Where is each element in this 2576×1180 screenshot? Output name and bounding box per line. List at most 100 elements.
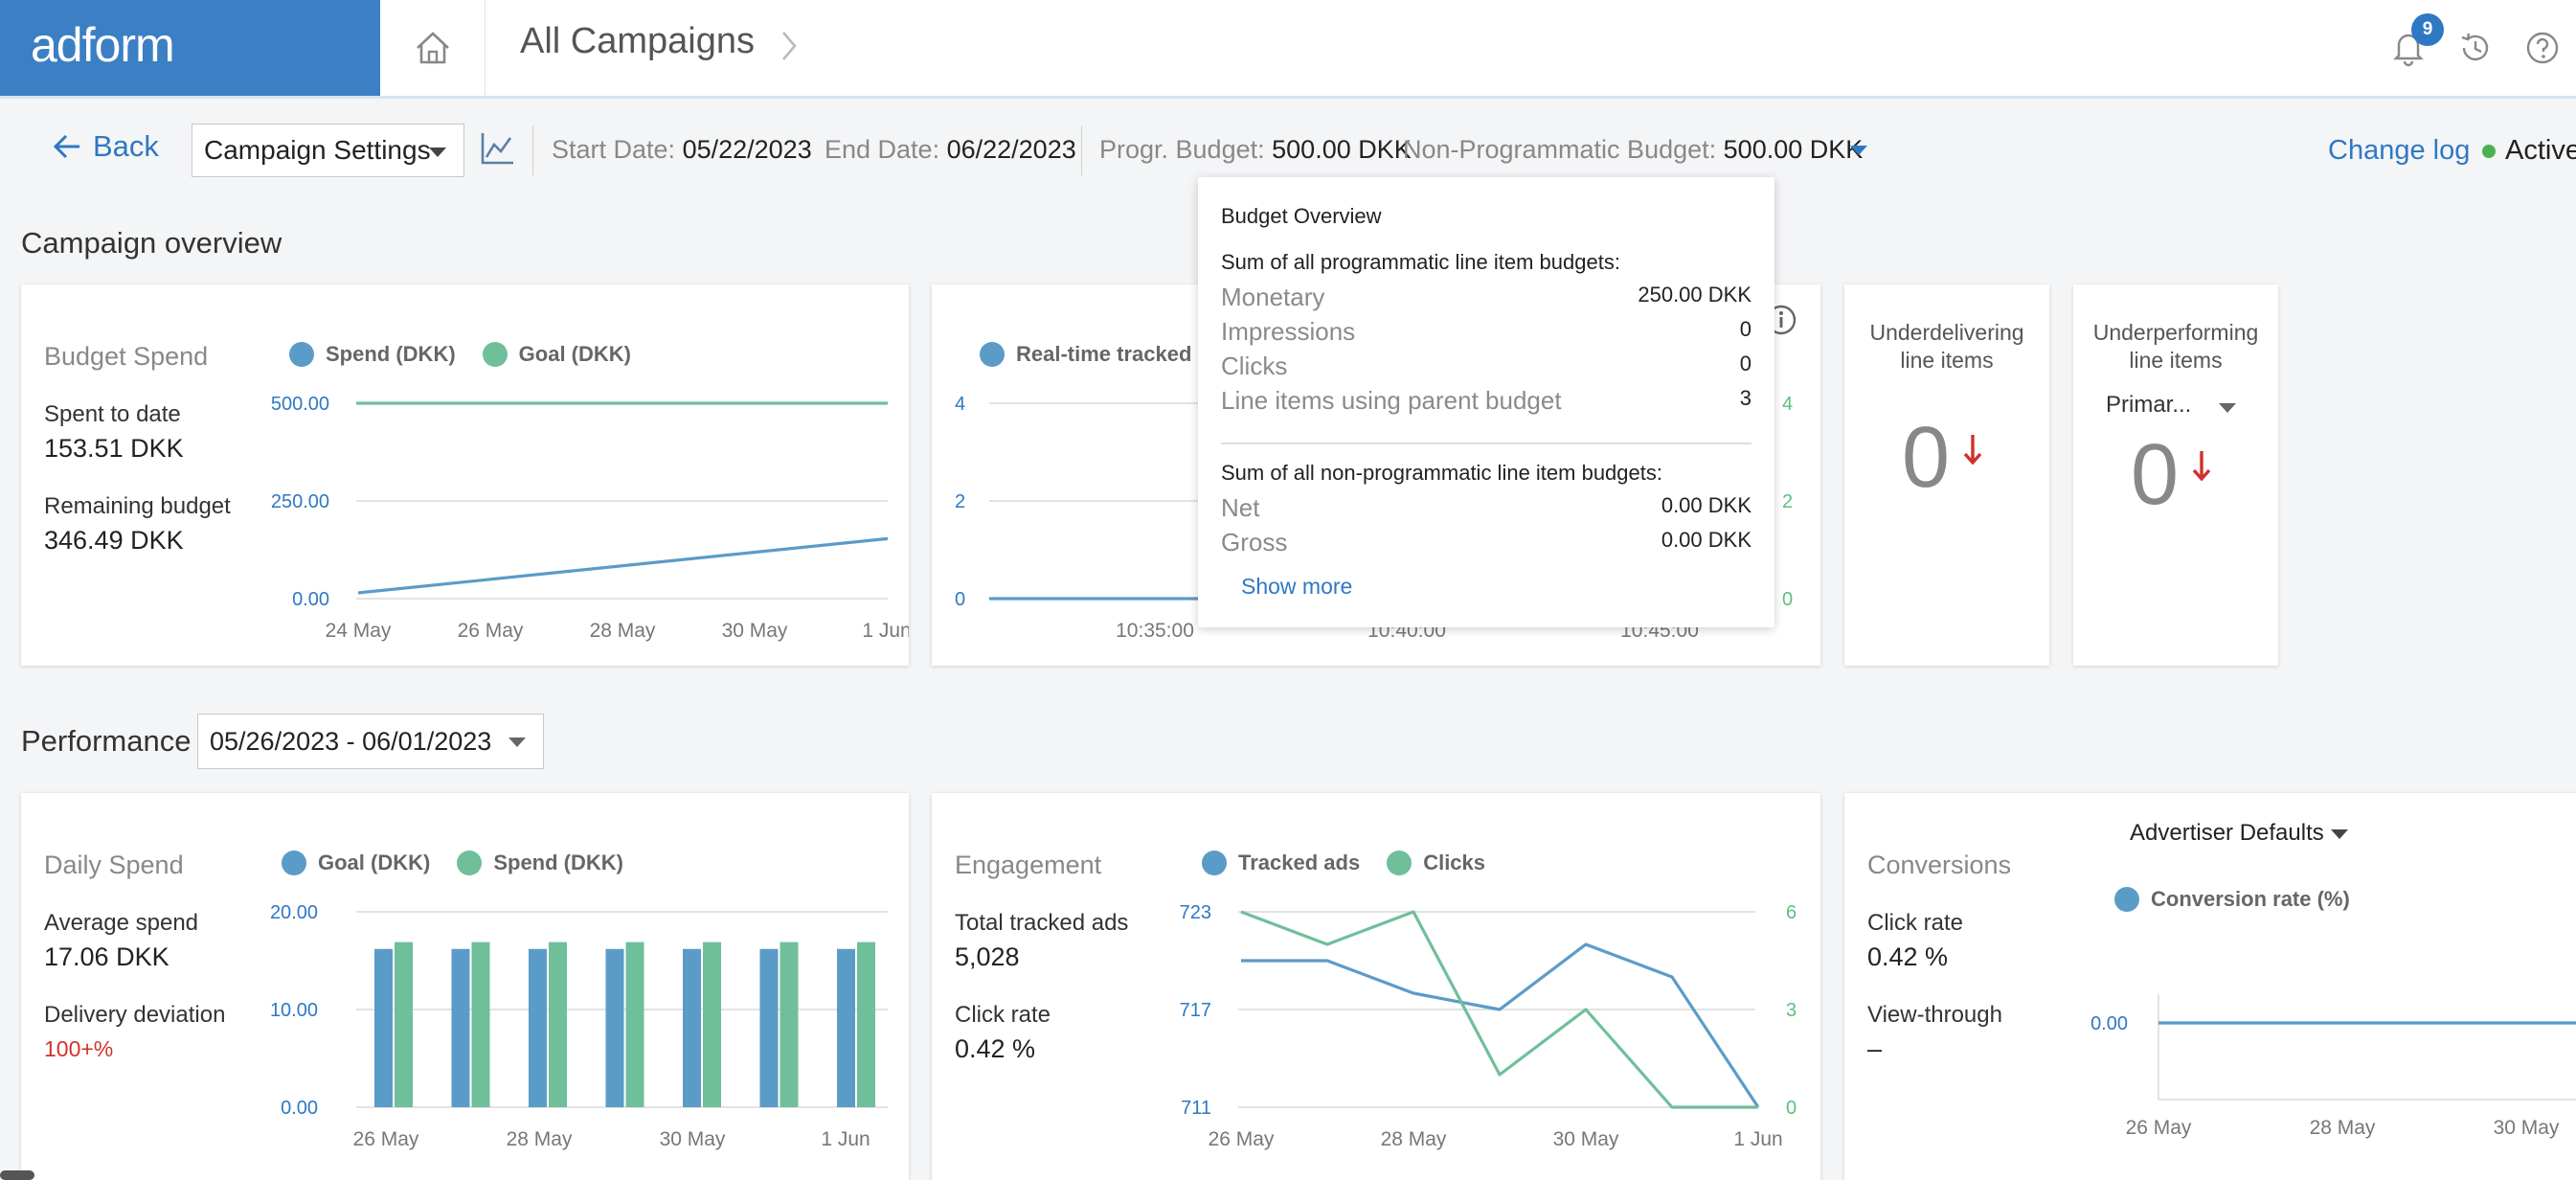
progr-budget-value: 500.00 DKK — [1272, 135, 1412, 164]
popover-row: Net 0.00 DKK — [1221, 493, 1751, 522]
y-tick-label: 3 — [1786, 1000, 1796, 1021]
back-button[interactable]: Back — [53, 129, 159, 164]
y-tick-label: 4 — [955, 394, 965, 415]
bar-spend — [703, 942, 721, 1107]
bar-spend — [549, 942, 567, 1107]
legend-item-goal[interactable]: Goal (DKK) — [282, 851, 430, 875]
legend-item-conversion-rate[interactable]: Conversion rate (%) — [2114, 887, 2350, 912]
popover-divider — [1221, 442, 1751, 444]
bar-goal — [529, 948, 547, 1107]
conversions-card: Conversions Conversion rate (%) Click ra… — [1844, 793, 2576, 1180]
end-date-value: 06/22/2023 — [946, 135, 1076, 164]
underdelivering-title: Underdelivering line items — [1869, 320, 2024, 373]
home-icon — [417, 32, 449, 64]
bar-goal — [451, 948, 470, 1107]
click-rate-label: Click rate — [955, 1002, 1051, 1028]
conv-click-rate-value: 0.42 % — [1867, 942, 1949, 971]
performance-title: Performance — [21, 724, 192, 758]
daily-legend: Goal (DKK) Spend (DKK) — [282, 851, 623, 875]
legend-item-tracked-ads[interactable]: Tracked ads — [1202, 851, 1360, 875]
programmatic-budget[interactable]: Progr. Budget: 500.00 DKK — [1099, 135, 1412, 165]
non-programmatic-heading: Sum of all non-programmatic line item bu… — [1221, 461, 1662, 485]
engagement-legend: Tracked ads Clicks — [1202, 851, 1485, 875]
x-tick-label: 10:35:00 — [1116, 620, 1194, 642]
legend-item-clicks[interactable]: Clicks — [1387, 851, 1485, 875]
underperforming-select[interactable]: Primar... — [2106, 392, 2192, 418]
y-tick-label: 0.00 — [2090, 1013, 2128, 1034]
notifications-button[interactable]: 9 — [2375, 0, 2444, 96]
bar-spend — [625, 942, 644, 1107]
y-tick-label: 0.00 — [281, 1098, 318, 1119]
advertiser-defaults-select[interactable]: Advertiser Defaults — [2130, 820, 2324, 846]
y-tick-label: 20.00 — [270, 902, 318, 923]
remaining-budget-value: 346.49 DKK — [44, 526, 184, 555]
bar-goal — [683, 948, 701, 1107]
toolbar-divider — [1081, 125, 1082, 175]
bar-spend — [857, 942, 875, 1107]
x-tick-label: 26 May — [353, 1128, 419, 1150]
non-programmatic-budget[interactable]: Non-Programmatic Budget: 500.00 DKK — [1403, 135, 1863, 165]
nonprog-budget-label: Non-Programmatic Budget: — [1403, 135, 1717, 164]
performance-date-range-select[interactable]: 05/26/2023 - 06/01/2023 — [197, 714, 544, 769]
home-button[interactable] — [381, 0, 486, 96]
start-date-label: Start Date: — [552, 135, 676, 164]
clicks-line — [1240, 910, 1758, 1109]
logo-area[interactable]: adform — [0, 0, 380, 96]
daily-spend-card: Daily Spend Goal (DKK) Spend (DKK) Avera… — [21, 793, 909, 1180]
campaign-settings-select[interactable]: Campaign Settings — [192, 124, 464, 177]
chevron-down-icon[interactable] — [2331, 829, 2348, 839]
chevron-down-icon — [429, 148, 446, 157]
arrow-down-icon — [2192, 451, 2211, 482]
legend-item-realtime[interactable]: Real-time tracked — [980, 342, 1191, 367]
history-button[interactable] — [2442, 0, 2509, 96]
campaign-toolbar: Back Campaign Settings Start Date: 05/22… — [0, 120, 2576, 181]
header-actions: 9 — [2375, 0, 2576, 96]
daily-spend-title: Daily Spend — [44, 851, 184, 879]
budget-legend: Spend (DKK) Goal (DKK) — [289, 342, 631, 367]
line-chart-icon[interactable] — [479, 131, 515, 166]
popover-row: Clicks 0 — [1221, 352, 1751, 380]
underdelivering-card[interactable]: Underdelivering line items 0 — [1844, 284, 2049, 666]
budget-spend-card: Budget Spend Spend (DKK) Goal (DKK) Spen… — [21, 284, 909, 666]
back-label: Back — [93, 129, 159, 163]
delivery-deviation-label: Delivery deviation — [44, 1002, 226, 1028]
chevron-down-icon[interactable] — [2219, 403, 2236, 413]
progr-budget-label: Progr. Budget: — [1099, 135, 1265, 164]
status-badge: Active — [2482, 135, 2576, 167]
y-tick-label: 0 — [1782, 589, 1793, 610]
x-tick-label: 30 May — [722, 620, 788, 642]
y-tick-label: 500.00 — [271, 394, 329, 415]
history-icon — [2461, 33, 2489, 61]
horizontal-scrollbar[interactable] — [0, 1170, 34, 1180]
y-tick-label: 4 — [1782, 394, 1793, 415]
underperforming-card[interactable]: Underperforming line items Primar... 0 — [2073, 284, 2278, 666]
x-tick-label: 28 May — [1381, 1128, 1447, 1150]
y-tick-label: 723 — [1180, 902, 1211, 923]
breadcrumb-chevron-icon — [782, 32, 797, 60]
change-log-link[interactable]: Change log — [2328, 135, 2471, 166]
x-tick-label: 28 May — [590, 620, 656, 642]
x-tick-label: 30 May — [660, 1128, 726, 1150]
x-tick-label: 26 May — [2126, 1117, 2192, 1139]
realtime-legend: Real-time tracked — [980, 342, 1191, 367]
arrow-down-icon — [1963, 435, 1982, 465]
y-tick-label: 2 — [955, 491, 965, 512]
bar-goal — [837, 948, 855, 1107]
help-button[interactable] — [2509, 0, 2576, 96]
show-more-link[interactable]: Show more — [1241, 574, 1353, 599]
legend-item-spend[interactable]: Spend (DKK) — [289, 342, 456, 367]
budget-spend-title: Budget Spend — [44, 342, 209, 371]
engagement-chart: 711 717 723 0 3 6 26 May 28 May 30 May 1 Jun — [1180, 902, 1797, 1150]
x-tick-label: 24 May — [326, 620, 392, 642]
nonprog-budget-value: 500.00 DKK — [1723, 135, 1864, 164]
legend-item-spend[interactable]: Spend (DKK) — [457, 851, 623, 875]
conv-click-rate-label: Click rate — [1867, 910, 1964, 936]
legend-item-goal[interactable]: Goal (DKK) — [482, 342, 631, 367]
y-tick-label: 10.00 — [270, 1000, 318, 1021]
y-tick-label: 717 — [1180, 1000, 1211, 1021]
bar-goal — [605, 948, 624, 1107]
date-range-value: 05/26/2023 - 06/01/2023 — [210, 726, 492, 756]
top-bar: adform All Campaigns 9 — [0, 0, 2576, 99]
budget-dropdown-icon[interactable] — [1850, 146, 1867, 155]
x-tick-label: 30 May — [2494, 1117, 2560, 1139]
